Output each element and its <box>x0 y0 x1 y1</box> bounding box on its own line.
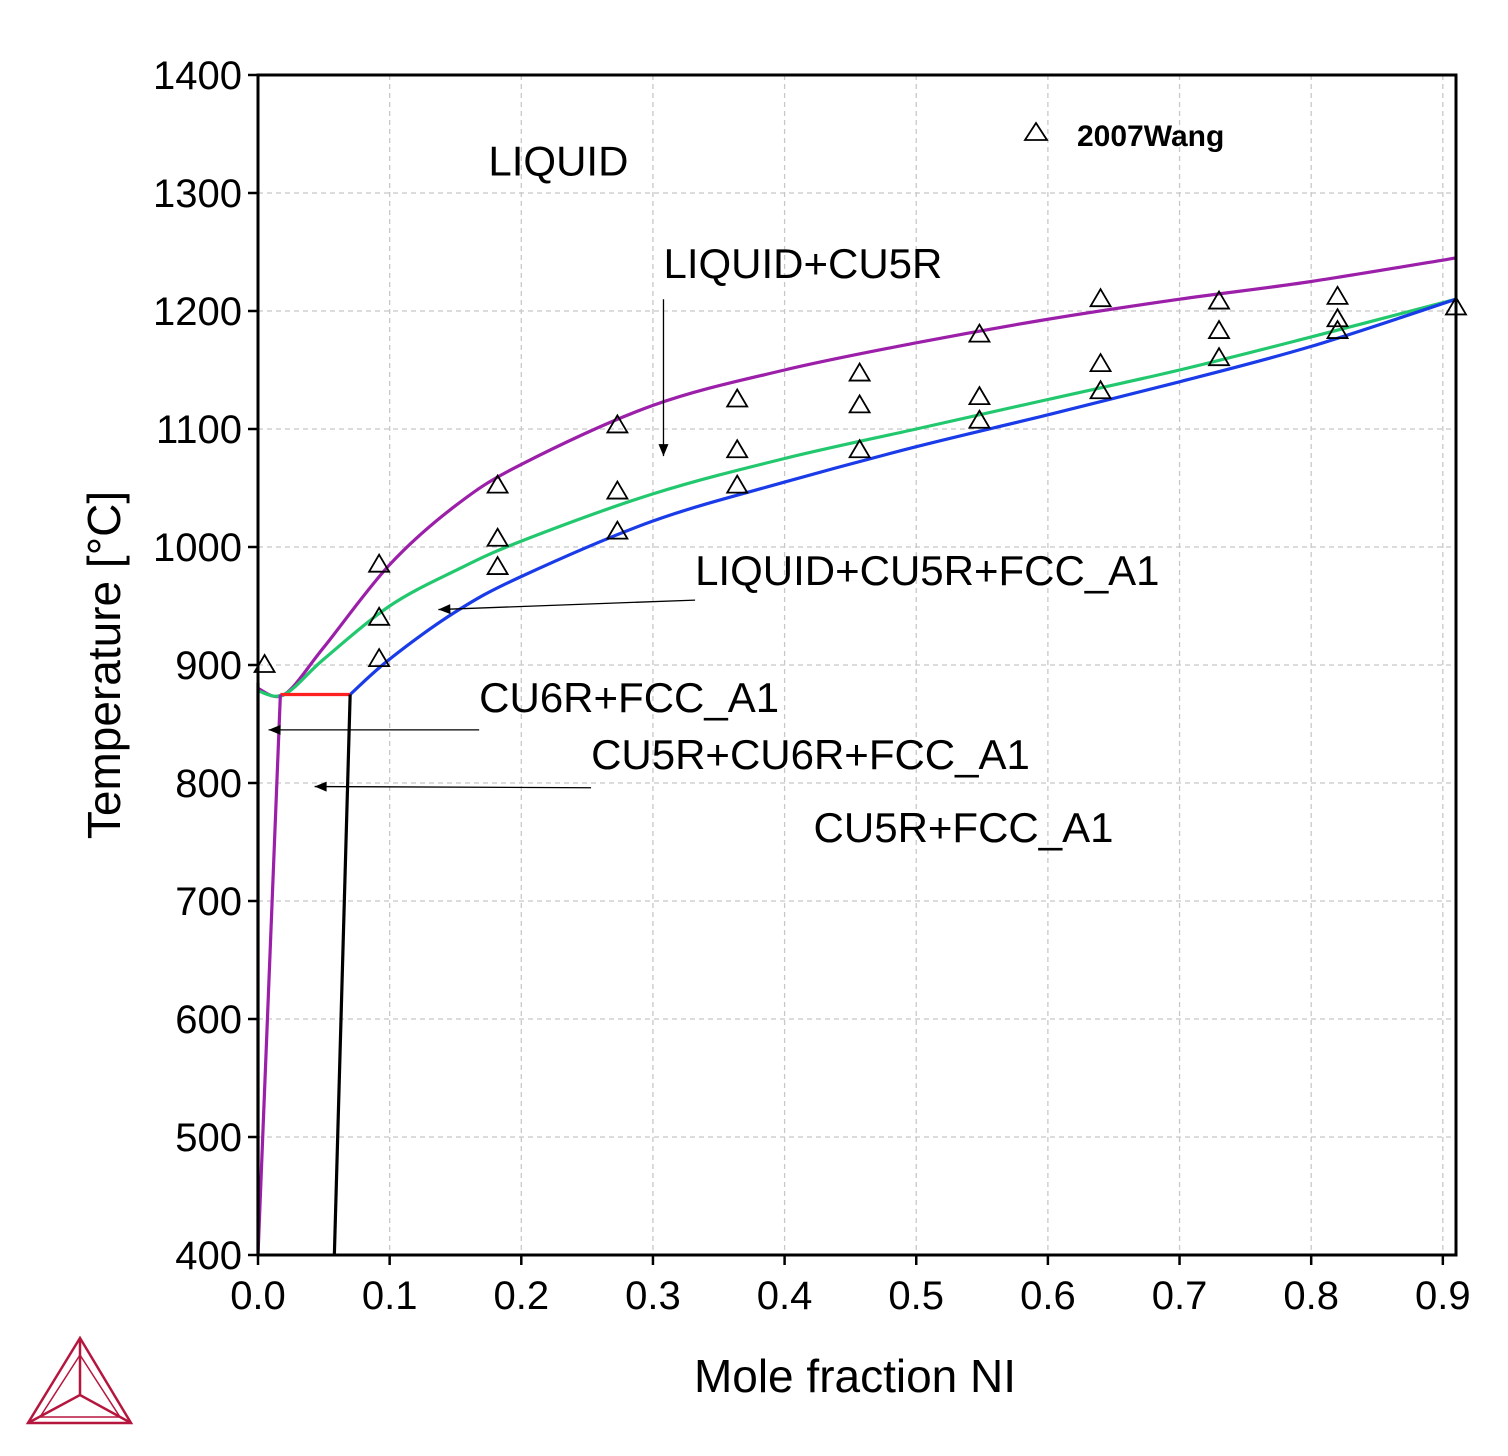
grid-lines <box>258 75 1456 1255</box>
data-point-triangle <box>848 438 872 459</box>
data-point-triangle <box>253 653 277 673</box>
data-point-triangle <box>605 479 629 500</box>
x-tick-label: 0.9 <box>1415 1274 1471 1318</box>
data-point-triangle <box>1207 346 1231 367</box>
data-point-triangle <box>1325 319 1350 339</box>
y-tick-label: 400 <box>175 1234 242 1278</box>
legend-triangle-marker <box>1023 121 1049 141</box>
region-label: LIQUID+CU5R <box>663 240 942 287</box>
cu-side-solvus <box>256 694 282 1256</box>
data-point-triangle <box>1088 379 1113 400</box>
y-tick-label: 1400 <box>153 54 242 98</box>
data-point-triangle <box>1088 352 1113 372</box>
x-tick-label: 0.1 <box>362 1274 418 1318</box>
data-point-triangle <box>725 387 749 408</box>
y-tick-label: 1200 <box>153 290 242 334</box>
data-point-triangle <box>848 393 872 414</box>
data-point-triangle <box>486 555 510 575</box>
x-tick-label: 0.8 <box>1283 1274 1339 1318</box>
data-point-triangle <box>486 473 510 494</box>
legend: 2007Wang <box>1023 120 1224 153</box>
data-point-triangle <box>367 552 391 573</box>
y-tick-label: 1000 <box>153 526 242 570</box>
data-point-triangle <box>967 322 992 343</box>
data-point-triangle <box>1088 287 1113 308</box>
annotation-arrowhead <box>438 604 451 615</box>
data-point-triangle <box>967 408 992 429</box>
x-axis-label: Mole fraction NI <box>694 1350 1016 1402</box>
annotation-arrowhead <box>314 781 327 792</box>
x-tick-label: 0.5 <box>888 1274 944 1318</box>
region-label: CU6R+FCC_A1 <box>479 674 779 721</box>
annotation-arrowhead <box>268 724 281 735</box>
x-tick-label: 0.6 <box>1020 1274 1076 1318</box>
cu6r-phase-boundary <box>332 694 352 1256</box>
y-tick-label: 800 <box>175 762 242 806</box>
thermo-calc-logo-icon <box>25 1335 134 1425</box>
annotation-arrow-line <box>314 785 592 789</box>
data-point-triangle <box>848 361 872 382</box>
green-phase-boundary <box>257 297 1457 698</box>
x-tick-label: 0.2 <box>493 1274 549 1318</box>
data-point-triangle <box>367 606 391 626</box>
x-tick-label: 0.7 <box>1152 1274 1208 1318</box>
liquidus-line <box>257 256 1457 699</box>
y-tick-label: 700 <box>175 880 242 924</box>
data-point-triangle <box>486 526 510 547</box>
x-tick-label: 0.4 <box>757 1274 813 1318</box>
data-point-triangle <box>1207 319 1231 339</box>
y-tick-label: 500 <box>175 1116 242 1160</box>
data-point-triangle <box>367 647 391 667</box>
region-label: CU5R+FCC_A1 <box>814 804 1114 851</box>
region-label: LIQUID+CU5R+FCC_A1 <box>695 547 1159 594</box>
blue-phase-boundary <box>349 297 1457 696</box>
legend-entry-2007wang: 2007Wang <box>1077 120 1224 153</box>
region-labels: LIQUID LIQUID+CU5R LIQUID+CU5R+FCC_A1 CU6R+… <box>479 137 1159 851</box>
data-point-triangle <box>1207 289 1231 310</box>
y-tick-label: 900 <box>175 644 242 688</box>
annotation-arrowhead <box>658 444 669 457</box>
y-axis-label: Temperature [°C] <box>78 491 130 839</box>
experimental-points <box>253 285 1468 673</box>
data-point-triangle <box>725 473 749 494</box>
y-tick-label: 1100 <box>156 408 242 452</box>
data-point-triangle <box>605 519 629 540</box>
data-point-triangle <box>1325 307 1350 328</box>
x-tick-label: 0.3 <box>625 1274 681 1318</box>
region-label: LIQUID <box>488 137 628 184</box>
data-point-triangle <box>1325 285 1350 305</box>
y-tick-labels: 400 500 600 700 800 900 1000 1100 1200 1300 1400 <box>153 54 258 1278</box>
data-point-triangle <box>725 438 749 459</box>
annotation-arrow-line <box>438 599 696 611</box>
y-tick-label: 1300 <box>153 172 242 216</box>
annotation-arrows <box>268 299 696 792</box>
x-tick-labels: 0.0 0.1 0.2 0.3 0.4 0.5 0.6 0.7 0.8 0.9 <box>230 1255 1471 1318</box>
y-tick-label: 600 <box>175 998 242 1042</box>
x-tick-label: 0.0 <box>230 1274 286 1318</box>
region-label: CU5R+CU6R+FCC_A1 <box>591 731 1030 778</box>
data-point-triangle <box>605 413 629 434</box>
data-point-triangle <box>967 385 992 406</box>
